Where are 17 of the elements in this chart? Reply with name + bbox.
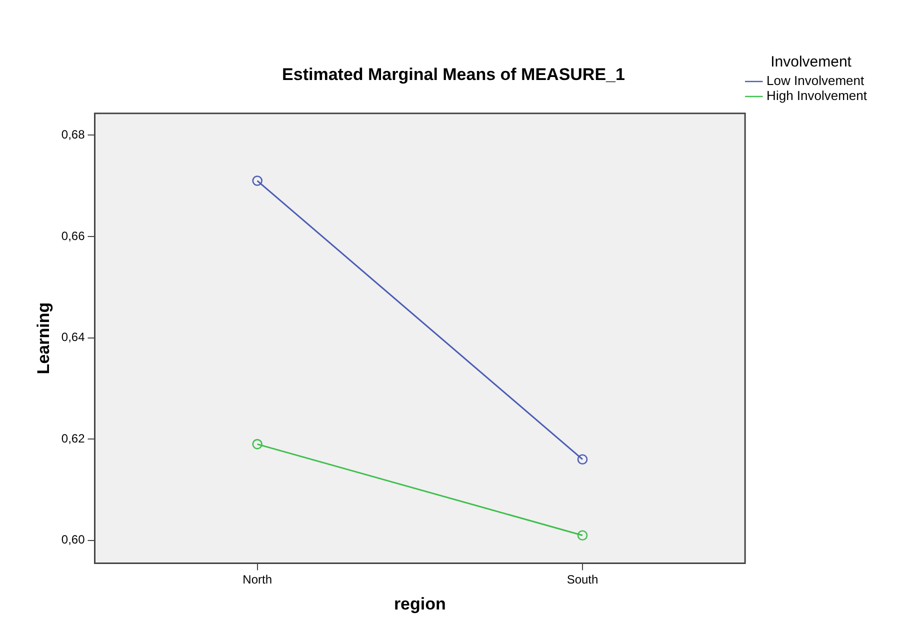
x-tick-label: South — [566, 572, 598, 587]
point — [577, 454, 588, 465]
y-tick-label: 0,68 — [61, 127, 86, 142]
legend-label: High Involvement — [766, 88, 868, 104]
chart-title: Estimated Marginal Means of MEASURE_1 — [282, 64, 625, 84]
y-tick-label: 0,62 — [61, 431, 86, 446]
y-tick-label: 0,66 — [61, 228, 86, 243]
y-tick-label: 0,60 — [61, 532, 86, 547]
legend-label: Low Involvement — [766, 73, 864, 88]
y-axis-title: Learning — [34, 302, 53, 374]
x-tick-label: North — [242, 572, 272, 587]
legend-title: Involvement — [770, 54, 852, 71]
point — [252, 176, 262, 186]
y-tick-label: 0,64 — [61, 330, 86, 344]
point — [577, 530, 588, 540]
x-axis-title: region — [394, 594, 446, 614]
point — [252, 439, 262, 450]
